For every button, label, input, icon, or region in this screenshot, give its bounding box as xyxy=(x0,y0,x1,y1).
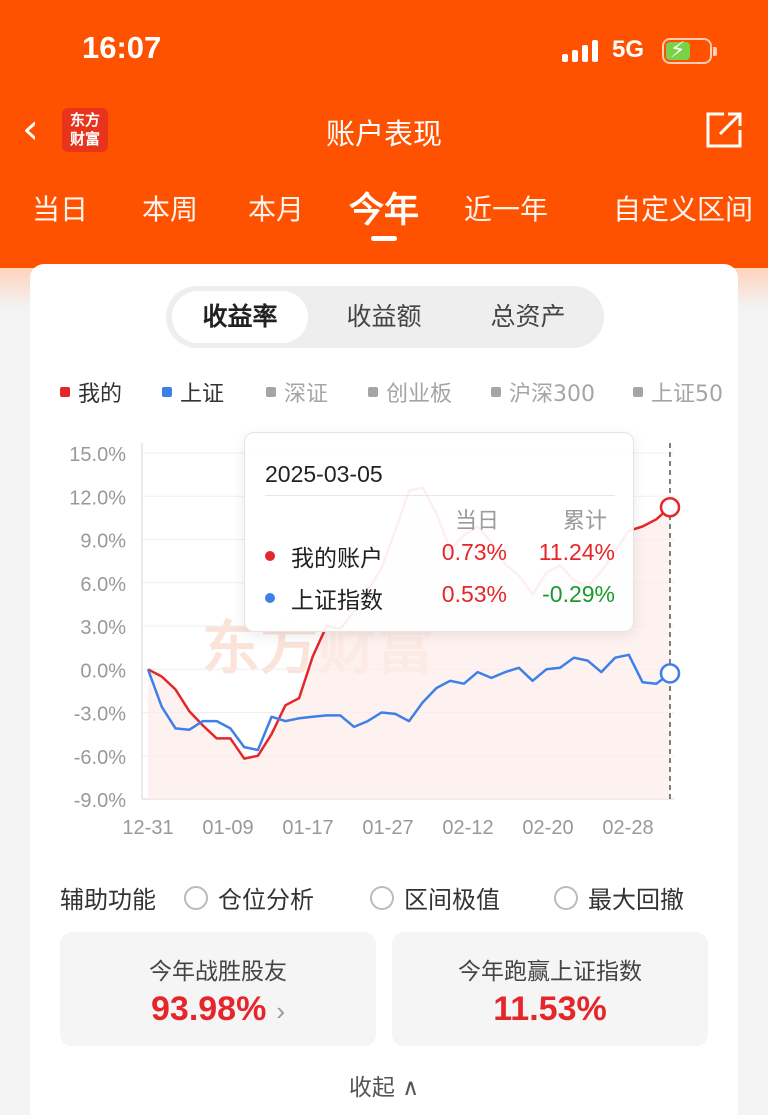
aux-label: 辅助功能 xyxy=(60,886,156,914)
chevron-up-icon: ∧ xyxy=(402,1075,420,1101)
tooltip-shanghai-total: -0.29% xyxy=(542,581,615,607)
app-logo: 东方 财富 xyxy=(62,108,108,152)
tab-week[interactable]: 本周 xyxy=(142,193,199,226)
stat-beat-peers[interactable]: 今年战胜股友 93.98% › xyxy=(60,932,376,1046)
y-tick-label: 6.0% xyxy=(80,574,126,596)
radio-circle-icon xyxy=(184,885,208,910)
y-tick-label: 9.0% xyxy=(80,531,126,553)
legend-sse50[interactable]: 上证50 xyxy=(633,376,723,408)
active-tab-indicator xyxy=(371,236,397,241)
legend-shanghai[interactable]: 上证 xyxy=(162,376,224,408)
legend-hs300[interactable]: 沪深300 xyxy=(491,376,595,408)
metric-switch: 收益率 收益额 总资产 xyxy=(166,286,604,348)
marker-shanghai xyxy=(659,663,681,684)
tab-last-year[interactable]: 近一年 xyxy=(464,193,549,226)
legend-swatch xyxy=(633,387,643,397)
tooltip-mine-total: 11.24% xyxy=(538,539,615,565)
performance-card: 收益率 收益额 总资产 我的 上证 深证 创业板 沪深300 上证50 东方财富… xyxy=(30,264,738,1115)
battery-icon: ⚡ xyxy=(662,38,717,64)
tab-custom-range[interactable]: 自定义区间 xyxy=(613,193,754,226)
tooltip-row-shanghai: 上证指数 xyxy=(265,581,383,615)
stat-beat-index-value: 11.53% xyxy=(493,990,607,1028)
y-tick-label: -9.0% xyxy=(74,790,126,812)
x-tick-label: 01-27 xyxy=(362,817,413,839)
tooltip-date: 2025-03-05 xyxy=(265,461,383,487)
legend-mine[interactable]: 我的 xyxy=(60,376,122,408)
y-tick-label: 0.0% xyxy=(80,660,126,682)
app-header: 16:07 5G ⚡ ‹ 东方 财富 账户表现 当日 本周 本月 今年 近一年 … xyxy=(0,0,768,268)
period-tabs: 当日 本周 本月 今年 近一年 自定义区间 xyxy=(0,188,768,248)
chart-legend: 我的 上证 深证 创业板 沪深300 上证50 xyxy=(60,376,734,412)
status-time: 16:07 xyxy=(82,30,162,65)
tab-this-year[interactable]: 今年 xyxy=(349,191,420,231)
aux-functions: 辅助功能 仓位分析 区间极值 最大回撤 xyxy=(60,878,730,918)
y-tick-label: 3.0% xyxy=(80,617,126,639)
page-title: 账户表现 xyxy=(325,117,442,151)
legend-swatch xyxy=(266,387,276,397)
radio-position-analysis[interactable]: 仓位分析 xyxy=(184,880,314,915)
tab-total-assets[interactable]: 总资产 xyxy=(490,302,566,331)
signal-icon xyxy=(562,40,598,62)
status-bar: 16:07 5G ⚡ xyxy=(0,0,768,100)
x-tick-label: 12-31 xyxy=(122,817,173,839)
tooltip-shanghai-daily: 0.53% xyxy=(441,581,507,607)
collapse-button[interactable]: 收起 ∧ xyxy=(348,1075,420,1101)
tooltip-row-mine: 我的账户 xyxy=(265,539,383,573)
back-arrow-icon[interactable]: ‹ xyxy=(22,104,39,153)
stat-beat-index: 今年跑赢上证指数 11.53% xyxy=(392,932,708,1046)
tab-month[interactable]: 本月 xyxy=(248,193,305,226)
x-tick-label: 02-20 xyxy=(522,817,573,839)
series-line-shanghai xyxy=(146,653,671,752)
y-tick-label: 12.0% xyxy=(69,487,126,509)
legend-swatch xyxy=(60,387,70,397)
y-tick-label: -3.0% xyxy=(74,704,126,726)
y-tick-label: -6.0% xyxy=(74,747,126,769)
marker-mine xyxy=(659,496,681,518)
tab-return-amount[interactable]: 收益额 xyxy=(346,302,422,331)
tab-today[interactable]: 当日 xyxy=(32,193,89,226)
tooltip-col-total: 累计 xyxy=(563,509,608,534)
radio-circle-icon xyxy=(554,885,578,910)
tooltip-mine-daily: 0.73% xyxy=(441,539,507,565)
legend-swatch xyxy=(491,387,501,397)
radio-circle-icon xyxy=(370,885,394,910)
tooltip-col-daily: 当日 xyxy=(455,509,500,534)
radio-range-extremes[interactable]: 区间极值 xyxy=(370,880,500,915)
legend-swatch xyxy=(368,387,378,397)
share-icon[interactable] xyxy=(704,110,744,150)
tab-return-rate[interactable]: 收益率 xyxy=(172,291,308,343)
radio-max-drawdown[interactable]: 最大回撤 xyxy=(554,880,684,915)
y-tick-label: 15.0% xyxy=(69,444,126,466)
legend-swatch xyxy=(162,387,172,397)
x-tick-label: 02-12 xyxy=(442,817,493,839)
network-type: 5G xyxy=(612,36,645,63)
stat-beat-peers-value: 93.98% xyxy=(151,990,267,1028)
x-tick-label: 01-17 xyxy=(282,817,333,839)
x-tick-label: 02-28 xyxy=(602,817,653,839)
chevron-right-icon: › xyxy=(276,996,285,1026)
legend-chinext[interactable]: 创业板 xyxy=(368,376,452,408)
legend-shenzhen[interactable]: 深证 xyxy=(266,376,328,408)
chart-tooltip: 2025-03-05 当日 累计 我的账户 0.73% 11.24% 上证指数 … xyxy=(244,432,634,632)
x-tick-label: 01-09 xyxy=(202,817,253,839)
